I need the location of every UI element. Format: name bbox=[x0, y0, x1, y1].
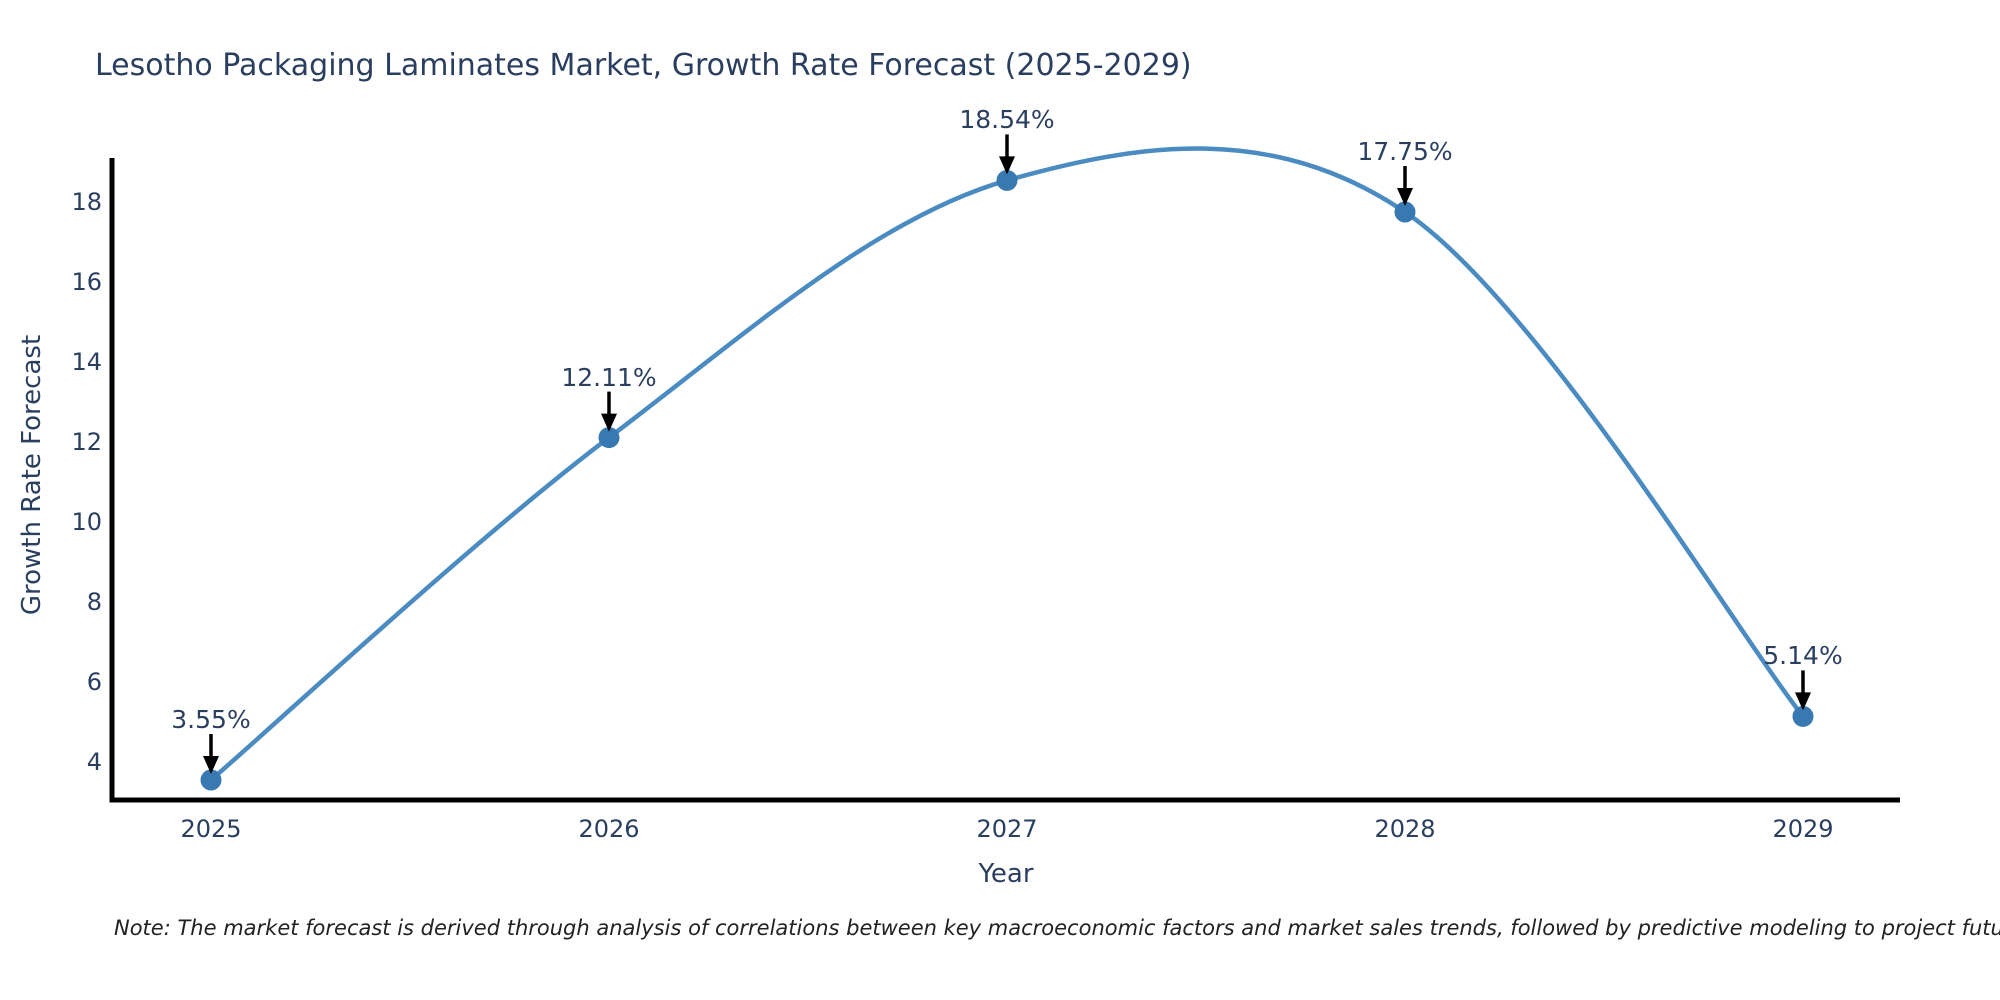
annotation-arrow-head bbox=[1795, 692, 1811, 711]
line-series bbox=[200, 146, 1814, 791]
y-tick-label: 6 bbox=[86, 668, 102, 696]
data-point-annotation: 5.14% bbox=[1763, 641, 1843, 671]
annotation-arrow-head bbox=[203, 756, 219, 774]
data-point-marker bbox=[1394, 201, 1416, 223]
y-tick-label: 10 bbox=[71, 508, 102, 536]
y-tick-label: 12 bbox=[71, 428, 102, 456]
data-point-annotation: 12.11% bbox=[561, 362, 657, 392]
x-tick-label: 2025 bbox=[180, 815, 242, 843]
y-tick-label: 8 bbox=[86, 588, 102, 616]
data-point-marker bbox=[1792, 705, 1814, 727]
footnote: Note: The market forecast is derived thr… bbox=[114, 916, 2000, 940]
data-point-annotation: 17.75% bbox=[1357, 137, 1453, 166]
x-tick-label: 2027 bbox=[976, 815, 1038, 843]
annotation-arrow-head bbox=[601, 413, 617, 432]
y-tick-label: 4 bbox=[86, 748, 102, 776]
y-tick-label: 16 bbox=[71, 268, 102, 296]
x-tick-label: 2028 bbox=[1374, 815, 1436, 843]
y-tick-label: 14 bbox=[71, 348, 102, 376]
x-tick-label: 2029 bbox=[1772, 815, 1834, 843]
data-point-marker bbox=[200, 769, 222, 791]
annotation-arrows bbox=[203, 134, 1811, 774]
chart-title: Lesotho Packaging Laminates Market, Grow… bbox=[95, 48, 1192, 83]
annotation-arrow-head bbox=[999, 156, 1015, 175]
x-axis-title: Year bbox=[978, 859, 1034, 889]
x-tick-label: 2026 bbox=[578, 815, 640, 843]
data-point-marker bbox=[996, 169, 1018, 191]
series-line bbox=[209, 146, 1805, 782]
annotation-arrow-head bbox=[1397, 188, 1413, 206]
data-point-annotation: 18.54% bbox=[959, 105, 1055, 135]
data-point-marker bbox=[598, 427, 620, 449]
y-tick-label: 18 bbox=[71, 188, 102, 216]
data-point-annotation: 3.55% bbox=[171, 705, 251, 734]
